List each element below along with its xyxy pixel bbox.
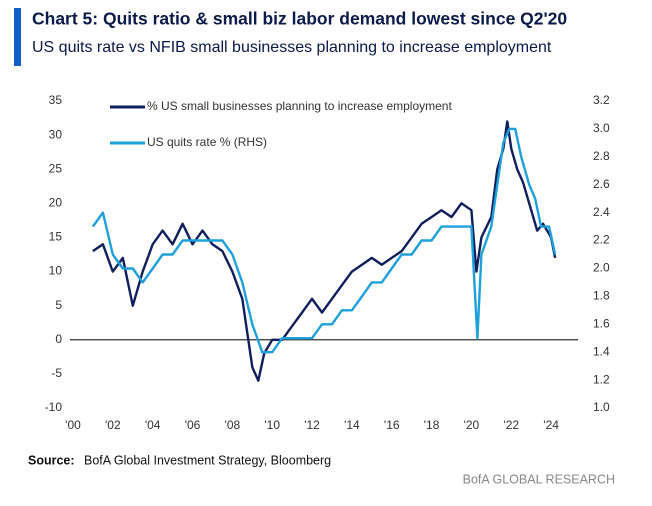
y-tick-label: 35 <box>49 93 63 107</box>
y2-tick-label: 2.2 <box>593 233 610 247</box>
x-tick-label: '18 <box>424 418 440 432</box>
x-tick-label: '22 <box>503 418 519 432</box>
y2-tick-label: 1.6 <box>593 316 610 330</box>
y-tick-label: 0 <box>55 332 62 346</box>
source-label: Source: <box>28 453 75 467</box>
y-tick-label: 10 <box>49 264 63 278</box>
x-tick-label: '24 <box>543 418 559 432</box>
x-tick-label: '06 <box>185 418 201 432</box>
x-tick-label: '04 <box>145 418 161 432</box>
legend-label: % US small businesses planning to increa… <box>147 99 452 113</box>
y2-tick-label: 2.6 <box>593 177 610 191</box>
x-tick-label: '20 <box>464 418 480 432</box>
source: BofA Global Investment Strategy, Bloombe… <box>84 453 331 467</box>
footer: BofA GLOBAL RESEARCH <box>463 472 615 486</box>
x-tick-label: '08 <box>225 418 241 432</box>
series-line <box>92 120 557 382</box>
y-tick-label: 25 <box>49 161 63 175</box>
x-tick-label: '16 <box>384 418 400 432</box>
y2-tick-label: 1.4 <box>593 344 610 358</box>
title-accent <box>14 8 21 66</box>
chart-title: Chart 5: Quits ratio & small biz labor d… <box>32 9 567 29</box>
y-tick-label: -10 <box>45 400 63 414</box>
chart-subtitle: US quits rate vs NFIB small businesses p… <box>32 39 552 56</box>
y2-tick-label: 1.0 <box>593 400 610 414</box>
x-tick-label: '02 <box>105 418 121 432</box>
y-tick-label: 5 <box>55 298 62 312</box>
x-tick-label: '00 <box>65 418 81 432</box>
x-tick-label: '10 <box>264 418 280 432</box>
y2-tick-label: 2.8 <box>593 149 610 163</box>
series-line <box>91 127 557 354</box>
y2-tick-label: 1.2 <box>593 372 610 386</box>
y-tick-label: -5 <box>51 366 62 380</box>
y2-tick-label: 3.2 <box>593 93 610 107</box>
y-tick-label: 30 <box>49 127 63 141</box>
y2-tick-label: 2.0 <box>593 261 610 275</box>
y-tick-label: 15 <box>49 230 63 244</box>
legend-label: US quits rate % (RHS) <box>147 135 267 149</box>
y2-tick-label: 2.4 <box>593 205 610 219</box>
y-tick-label: 20 <box>49 196 63 210</box>
y2-tick-label: 3.0 <box>593 121 610 135</box>
x-tick-label: '12 <box>304 418 320 432</box>
x-tick-label: '14 <box>344 418 360 432</box>
y2-tick-label: 1.8 <box>593 289 610 303</box>
